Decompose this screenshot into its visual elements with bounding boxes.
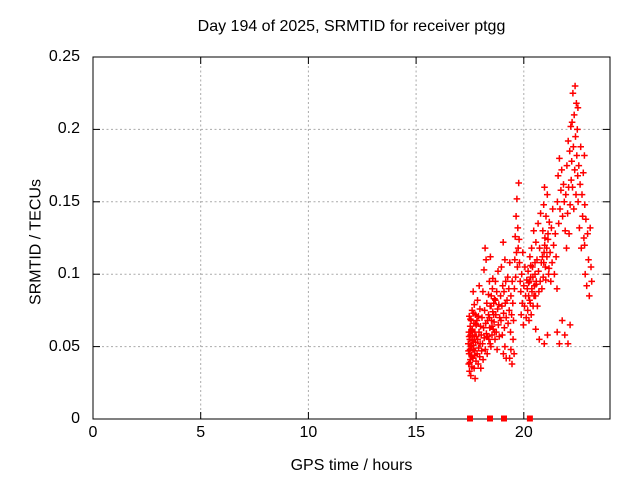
x-tick-label: 15 xyxy=(407,424,426,441)
data-point-square xyxy=(467,415,473,422)
y-tick-label: 0 xyxy=(71,410,80,427)
data-point-square xyxy=(487,415,493,422)
y-tick-label: 0.1 xyxy=(57,265,80,283)
x-tick-label: 0 xyxy=(88,424,98,441)
data-points-plus xyxy=(465,82,595,382)
y-tick-label: 0.05 xyxy=(48,337,80,355)
data-point-square xyxy=(526,415,533,422)
y-tick-label: 0.2 xyxy=(57,120,80,138)
x-axis-label: GPS time / hours xyxy=(290,457,413,474)
chart-title: Day 194 of 2025, SRMTID for receiver ptg… xyxy=(197,18,506,35)
x-tick-label: 10 xyxy=(299,424,318,441)
x-tick-label: 20 xyxy=(514,424,533,441)
y-tick-label: 0.25 xyxy=(48,48,80,65)
x-tick-label: 5 xyxy=(196,424,206,441)
y-tick-label: 0.15 xyxy=(48,192,80,210)
data-point-square xyxy=(501,415,507,422)
